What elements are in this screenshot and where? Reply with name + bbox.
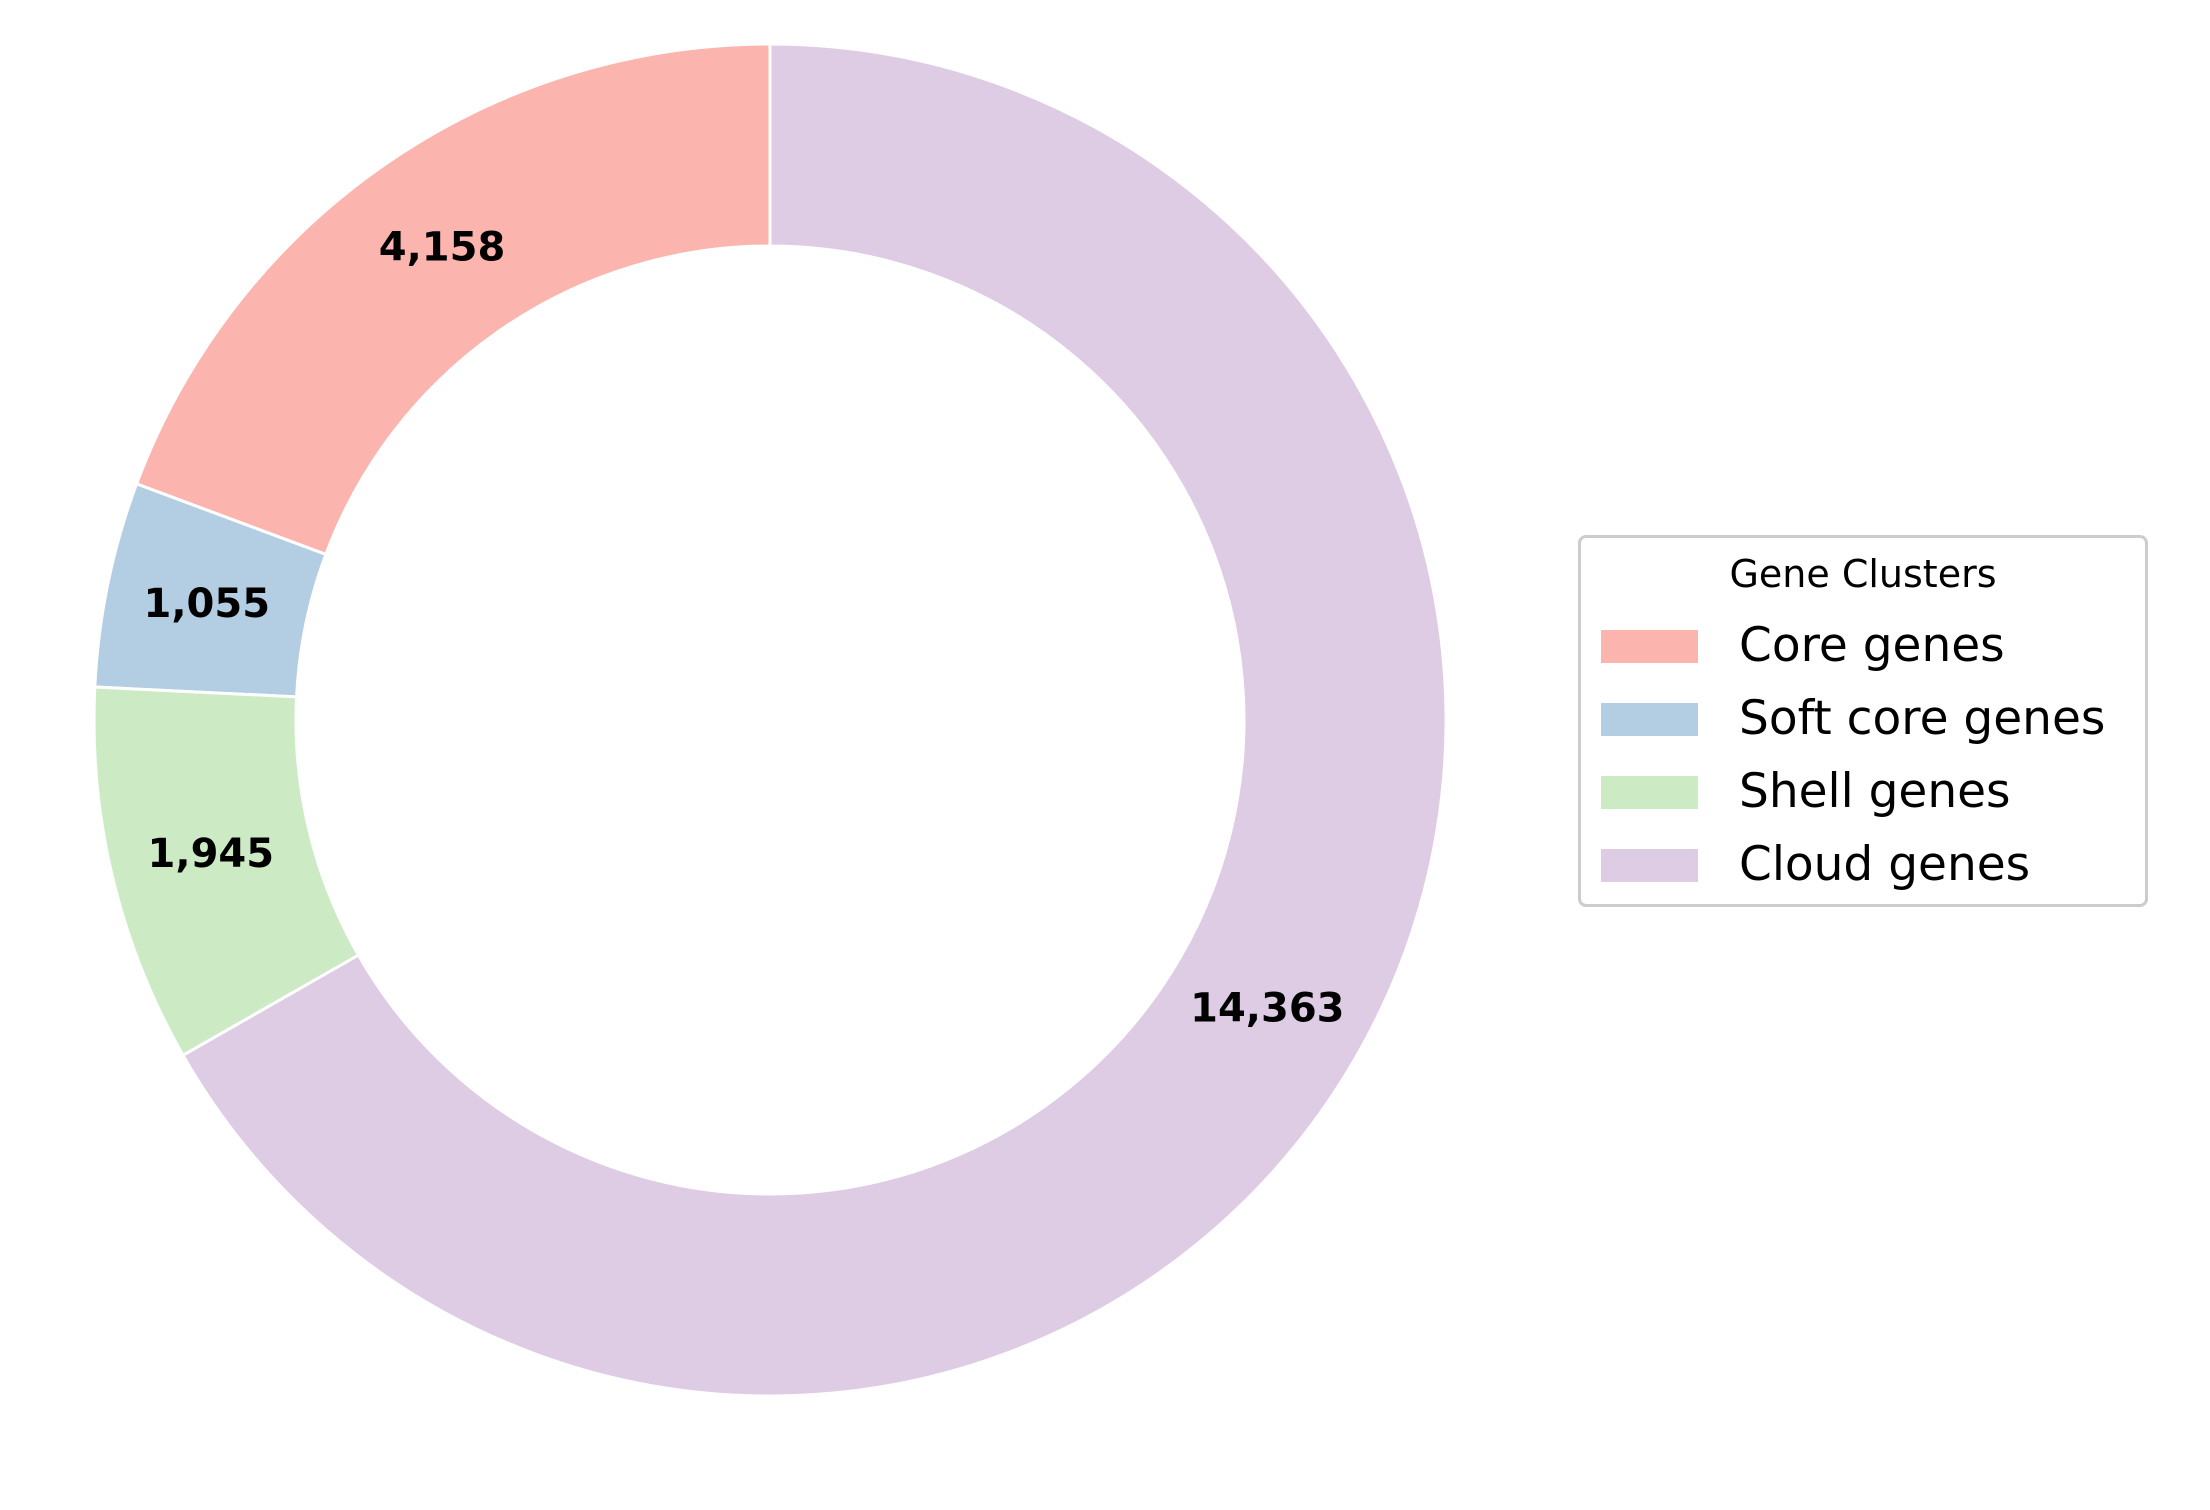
legend-swatch-soft-core-genes	[1601, 703, 1698, 736]
value-label-soft-core-genes: 1,055	[144, 581, 271, 627]
legend-label-soft-core-genes: Soft core genes	[1739, 691, 2106, 746]
donut-value-labels: 4,158 1,055 1,945 14,363	[144, 225, 1345, 1032]
legend-item-cloud-genes: Cloud genes	[1601, 837, 2141, 892]
legend-title: Gene Clusters	[1729, 552, 1997, 596]
legend-label-cloud-genes: Cloud genes	[1739, 837, 2031, 892]
legend: Gene Clusters Core genes Soft core genes…	[1578, 535, 2148, 907]
legend-item-shell-genes: Shell genes	[1601, 764, 2141, 819]
value-label-cloud-genes: 14,363	[1190, 986, 1344, 1032]
value-label-core-genes: 4,158	[379, 225, 506, 271]
donut-slices	[92, 42, 1448, 1398]
legend-label-core-genes: Core genes	[1739, 618, 2005, 673]
legend-swatch-core-genes	[1601, 630, 1698, 663]
value-label-shell-genes: 1,945	[148, 831, 275, 877]
legend-item-core-genes: Core genes	[1601, 618, 2141, 673]
legend-swatch-cloud-genes	[1601, 849, 1698, 882]
legend-swatch-shell-genes	[1601, 776, 1698, 809]
slice-cloud-genes	[180, 42, 1448, 1398]
legend-label-shell-genes: Shell genes	[1739, 764, 2011, 819]
slice-core-genes	[134, 42, 772, 557]
legend-item-soft-core-genes: Soft core genes	[1601, 691, 2141, 746]
